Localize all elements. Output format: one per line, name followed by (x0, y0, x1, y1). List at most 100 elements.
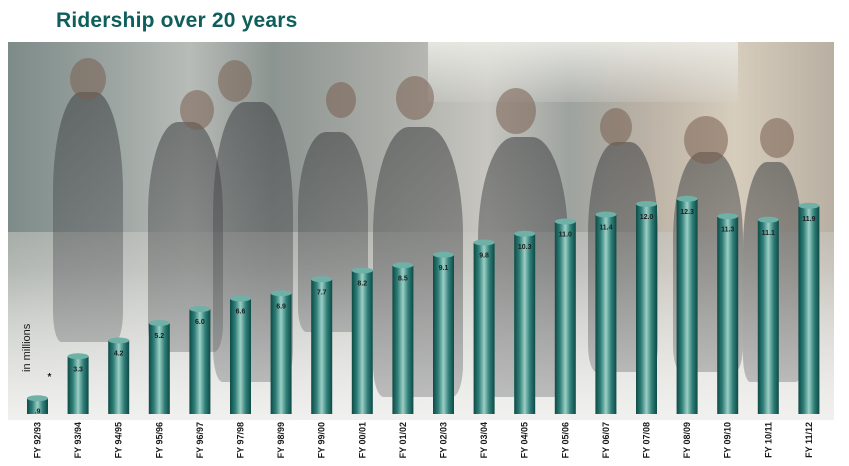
bar-cap (717, 213, 739, 220)
bar (108, 337, 130, 414)
bar (392, 262, 414, 414)
category-label: FY 94/95 (114, 422, 124, 458)
y-axis-label: in millions (21, 323, 33, 372)
bar (148, 320, 170, 414)
bar (270, 290, 292, 414)
category-label: FY 98/99 (276, 422, 286, 458)
category-label: FY 00/01 (357, 422, 367, 458)
category-label: FY 01/02 (398, 422, 408, 458)
bar-cap (798, 202, 820, 209)
photo-head (396, 76, 434, 120)
bar-body (351, 270, 373, 414)
bar-cap (757, 216, 779, 223)
bar-body (270, 293, 292, 414)
bar (554, 218, 576, 414)
photo-person (148, 122, 223, 352)
bar-body (636, 204, 657, 414)
bar (798, 202, 820, 414)
bar-body (595, 214, 617, 414)
category-label: FY 02/03 (439, 422, 449, 458)
bar-value-label: 11.1 (762, 230, 775, 237)
bar-body (717, 216, 739, 414)
bar-cap (554, 218, 576, 225)
photo-sky (428, 42, 738, 102)
bar-cap (67, 353, 89, 360)
bar-body (757, 219, 779, 414)
bar-body (514, 233, 536, 414)
bar-body (392, 265, 414, 414)
bar-body (189, 309, 211, 414)
bar-body (148, 323, 170, 414)
footnote-mark: * (48, 372, 52, 383)
category-label: FY 09/10 (723, 422, 733, 458)
photo-head (180, 90, 214, 130)
photo-head (600, 108, 632, 146)
category-labels-group: FY 92/93 FY 93/94 FY 94/95 FY 95/96 FY 96/97… (33, 372, 814, 458)
bar-value-label: 8.2 (357, 281, 367, 288)
bar (595, 211, 617, 414)
bar-cap (189, 306, 211, 312)
bar-cap (595, 211, 617, 218)
bar-cap (514, 230, 536, 237)
bar-cap (473, 239, 495, 246)
category-label: FY 11/12 (804, 422, 814, 458)
bar-body (27, 398, 48, 414)
bar-value-label: 9.8 (479, 253, 489, 260)
bar-value-label: 11.3 (721, 226, 734, 233)
bar-body (230, 298, 251, 414)
bar-value-label: 5.2 (154, 333, 164, 340)
bar-cap (676, 195, 698, 202)
bar-value-label: .9 (35, 408, 41, 415)
bar-body (108, 340, 130, 414)
chart-title: Ridership over 20 years (56, 9, 298, 32)
photo-head (70, 58, 106, 100)
bar (473, 239, 495, 414)
bar-cap (392, 262, 414, 269)
category-label: FY 03/04 (479, 422, 489, 458)
bar (514, 230, 536, 414)
bar-value-label: 10.3 (518, 244, 532, 251)
photo-head (496, 88, 536, 134)
bar-body (433, 254, 454, 414)
bars-group (27, 195, 820, 414)
category-label: FY 92/93 (33, 422, 43, 458)
photo-head (326, 82, 356, 118)
photo-person (53, 92, 123, 342)
bar-value-label: 12.3 (680, 209, 694, 216)
bar-cap (351, 267, 373, 274)
bar-value-label: 7.7 (317, 289, 327, 296)
bar-cap (230, 295, 251, 302)
photo-head (684, 116, 728, 164)
category-label: FY 95/96 (154, 422, 164, 458)
category-label: FY 93/94 (73, 422, 83, 458)
bar-value-label: 9.1 (439, 265, 449, 272)
bar-body (311, 279, 333, 414)
bar-value-label: 6.9 (276, 303, 286, 310)
category-label: FY 08/09 (682, 422, 692, 458)
bar-cap (270, 290, 292, 297)
bar-body (67, 356, 89, 414)
bar (351, 267, 373, 414)
category-label: FY 06/07 (601, 422, 611, 458)
category-label: FY 05/06 (560, 422, 570, 458)
category-label: FY 97/98 (236, 422, 246, 458)
bar-body (676, 198, 698, 414)
bar (311, 276, 333, 414)
bar-value-label: 11.9 (802, 216, 815, 223)
bar-cap (636, 201, 657, 207)
category-label: FY 07/08 (642, 422, 652, 458)
bar (433, 251, 454, 414)
bar (27, 395, 48, 414)
bar-body (473, 242, 495, 414)
bar (230, 295, 251, 414)
bar-body (554, 221, 576, 414)
photo-head (760, 118, 794, 158)
bar-value-label: 11.0 (559, 232, 572, 239)
bar-value-label: 3.3 (73, 366, 83, 373)
category-label: FY 10/11 (763, 422, 773, 458)
bar-value-label: 4.2 (114, 351, 124, 358)
bar-cap (311, 276, 333, 283)
category-label: FY 99/00 (317, 422, 327, 458)
